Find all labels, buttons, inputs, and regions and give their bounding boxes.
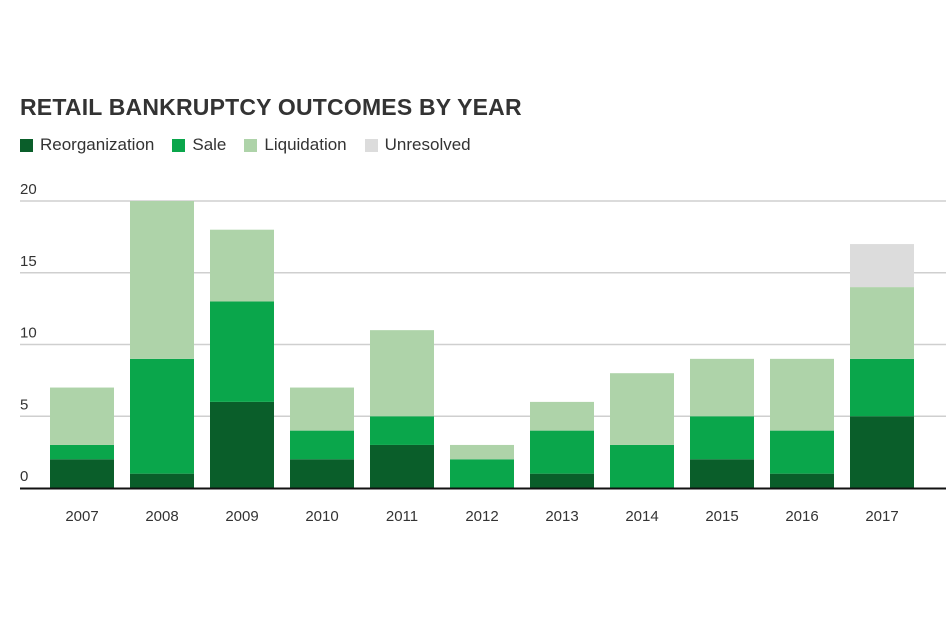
x-tick-label: 2009 (225, 508, 258, 525)
bar-segment-liquidation-2014 (610, 373, 674, 445)
legend-label-unresolved: Unresolved (384, 135, 471, 154)
x-tick-label: 2012 (465, 508, 498, 525)
legend-item-reorganization: Reorganization (20, 135, 154, 155)
bar-segment-sale-2011 (370, 416, 434, 445)
x-tick-label: 2011 (386, 508, 418, 525)
legend-item-liquidation: Liquidation (244, 135, 347, 155)
bar-segment-reorganization-2009 (210, 401, 274, 488)
bar-segment-sale-2010 (290, 430, 354, 460)
bar-segment-liquidation-2017 (850, 287, 914, 359)
bar-segment-liquidation-2007 (50, 387, 114, 445)
bar-segment-reorganization-2015 (690, 459, 754, 488)
bar-segment-reorganization-2007 (50, 459, 114, 488)
chart-legend: Reorganization Sale Liquidation Unresolv… (20, 135, 489, 155)
bar-segment-sale-2012 (450, 459, 514, 488)
y-tick-label: 10 (20, 325, 37, 342)
bar-segment-reorganization-2016 (770, 473, 834, 488)
bar-segment-reorganization-2017 (850, 416, 914, 488)
legend-swatch-sale (172, 138, 186, 152)
bar-segment-reorganization-2008 (130, 473, 194, 488)
bar-segment-liquidation-2009 (210, 229, 274, 302)
x-tick-label: 2013 (545, 508, 578, 525)
bar-segment-liquidation-2008 (130, 201, 194, 359)
bar-segment-sale-2013 (530, 430, 594, 474)
bar-segment-liquidation-2011 (370, 330, 434, 417)
x-tick-label: 2017 (865, 508, 898, 525)
bar-segment-reorganization-2013 (530, 473, 594, 488)
x-tick-label: 2014 (625, 508, 658, 525)
bar-segment-sale-2017 (850, 358, 914, 417)
bar-segment-liquidation-2016 (770, 358, 834, 431)
bar-segment-sale-2015 (690, 416, 754, 460)
bar-segment-sale-2007 (50, 444, 114, 460)
bar-segment-sale-2016 (770, 430, 834, 474)
y-tick-label: 20 (20, 181, 37, 198)
legend-label-reorganization: Reorganization (40, 135, 155, 154)
bar-segment-liquidation-2010 (290, 387, 354, 431)
x-tick-label: 2008 (145, 508, 178, 525)
legend-swatch-liquidation (244, 138, 258, 152)
chart-title: RETAIL BANKRUPTCY OUTCOMES BY YEAR (20, 94, 522, 120)
x-tick-label: 2016 (785, 508, 818, 525)
x-tick-label: 2010 (305, 508, 338, 525)
y-tick-label: 5 (20, 396, 28, 413)
legend-swatch-reorganization (20, 138, 33, 152)
bar-segment-reorganization-2011 (370, 444, 434, 488)
bar-segment-liquidation-2013 (530, 401, 594, 431)
legend-label-liquidation: Liquidation (264, 135, 347, 154)
legend-label-sale: Sale (192, 135, 227, 154)
bar-segment-liquidation-2012 (450, 444, 514, 460)
legend-item-sale: Sale (172, 135, 226, 155)
legend-item-unresolved: Unresolved (364, 135, 471, 155)
x-tick-label: 2007 (65, 508, 98, 525)
y-tick-label: 0 (20, 468, 28, 485)
y-tick-label: 15 (20, 253, 37, 270)
bar-segment-sale-2009 (210, 301, 274, 402)
bar-segment-sale-2014 (610, 444, 674, 488)
legend-swatch-unresolved (364, 138, 378, 152)
bar-segment-liquidation-2015 (690, 358, 754, 417)
x-tick-label: 2015 (705, 508, 738, 525)
bar-segment-unresolved-2017 (850, 244, 914, 288)
bar-segment-reorganization-2010 (290, 459, 354, 488)
bar-segment-sale-2008 (130, 358, 194, 474)
